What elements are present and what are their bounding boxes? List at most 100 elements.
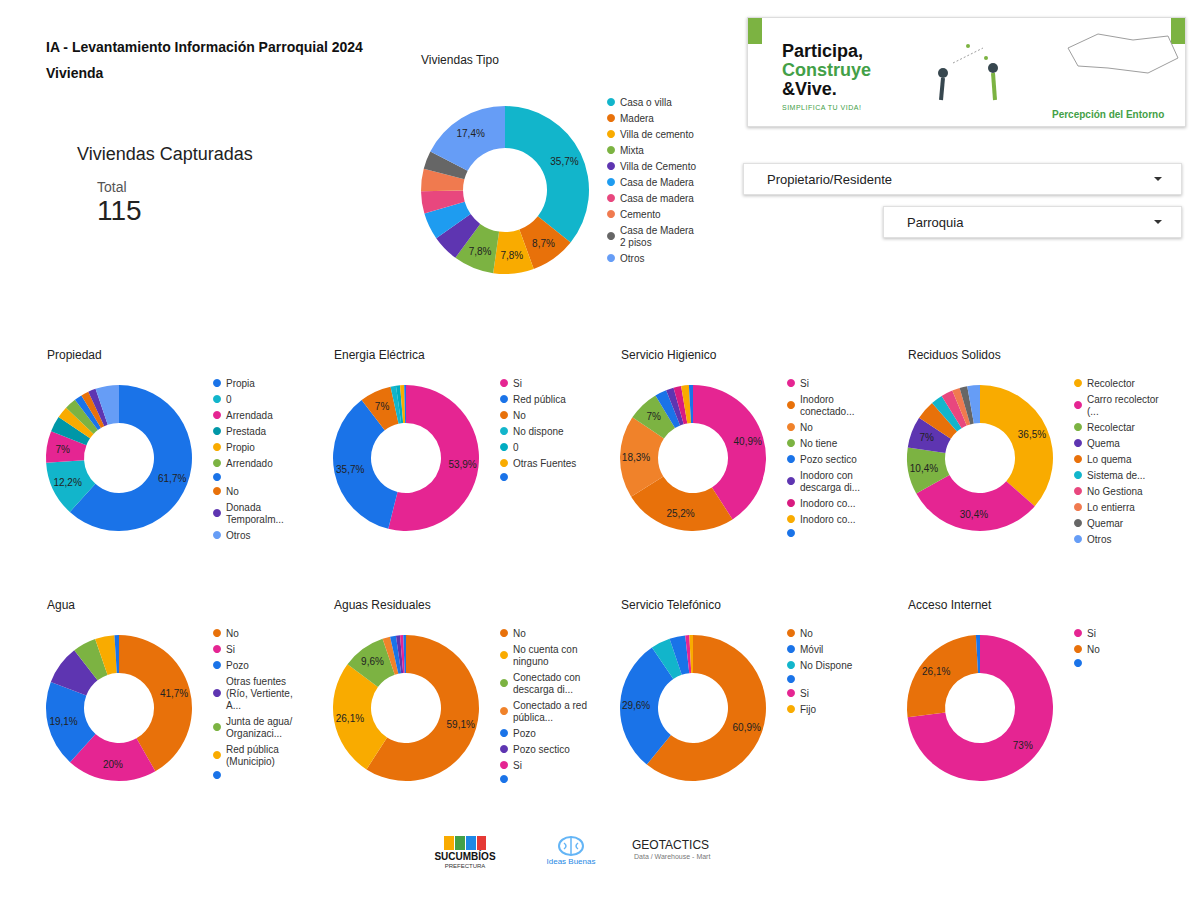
svg-text:17,4%: 17,4% <box>456 128 484 139</box>
svg-text:No dispone: No dispone <box>513 426 564 437</box>
svg-text:61,7%: 61,7% <box>158 473 186 484</box>
svg-text:Si: Si <box>226 644 235 655</box>
svg-text:7%: 7% <box>375 401 390 412</box>
svg-text:(...: (... <box>1087 406 1099 417</box>
svg-text:Móvil: Móvil <box>800 644 823 655</box>
svg-text:Casa de madera: Casa de madera <box>620 193 694 204</box>
svg-text:Casa de Madera: Casa de Madera <box>620 225 697 236</box>
svg-text:35,7%: 35,7% <box>550 156 578 167</box>
svg-text:29,6%: 29,6% <box>622 700 650 711</box>
svg-text:Otras fuentes: Otras fuentes <box>226 676 289 687</box>
svg-text:73%: 73% <box>1013 740 1033 751</box>
svg-text:Arrendada: Arrendada <box>226 410 273 421</box>
svg-text:Si: Si <box>800 688 809 699</box>
svg-text:41,7%: 41,7% <box>160 688 188 699</box>
svg-text:Villa de Cemento: Villa de Cemento <box>620 161 696 172</box>
svg-text:7%: 7% <box>55 444 70 455</box>
svg-text:Aguas Residuales: Aguas Residuales <box>334 598 431 612</box>
svg-text:Organizaci...: Organizaci... <box>226 728 282 739</box>
svg-text:Carro recolector: Carro recolector <box>1087 394 1161 405</box>
svg-text:No Gestiona: No Gestiona <box>1087 486 1143 497</box>
svg-text:26,1%: 26,1% <box>336 713 364 724</box>
svg-text:Propiedad: Propiedad <box>47 348 102 362</box>
svg-text:Si: Si <box>800 378 809 389</box>
svg-text:Viviendas Tipo: Viviendas Tipo <box>421 53 499 67</box>
svg-text:9,6%: 9,6% <box>361 656 384 667</box>
svg-text:Pozo: Pozo <box>513 728 536 739</box>
svg-text:Agua: Agua <box>47 598 75 612</box>
svg-text:7%: 7% <box>646 411 661 422</box>
svg-text:No: No <box>226 628 239 639</box>
svg-text:descarga di...: descarga di... <box>800 482 860 493</box>
svg-text:Sistema de...: Sistema de... <box>1087 470 1145 481</box>
svg-text:Reciduos Solidos: Reciduos Solidos <box>908 348 1001 362</box>
svg-text:No: No <box>1087 644 1100 655</box>
svg-text:No cuenta con: No cuenta con <box>513 644 580 655</box>
svg-text:Casa de Madera: Casa de Madera <box>620 177 694 188</box>
svg-text:descarga di...: descarga di... <box>513 684 573 695</box>
svg-text:Recolector: Recolector <box>1087 378 1135 389</box>
svg-text:Lo entierra: Lo entierra <box>1087 502 1135 513</box>
svg-text:Conectado a red: Conectado a red <box>513 700 590 711</box>
svg-text:Otros: Otros <box>1087 534 1111 545</box>
svg-text:Madera: Madera <box>620 113 654 124</box>
svg-text:Otros: Otros <box>620 253 644 264</box>
svg-text:Propia: Propia <box>226 378 255 389</box>
svg-text:Si: Si <box>513 760 522 771</box>
svg-text:Pozo sectico: Pozo sectico <box>800 454 857 465</box>
svg-text:Si: Si <box>1087 628 1096 639</box>
svg-text:Inodoro co...: Inodoro co... <box>800 498 856 509</box>
svg-text:Fijo: Fijo <box>800 704 817 715</box>
svg-text:Servicio Telefónico: Servicio Telefónico <box>621 598 721 612</box>
svg-text:No tiene: No tiene <box>800 438 838 449</box>
svg-text:Cemento: Cemento <box>620 209 661 220</box>
svg-text:Red pública: Red pública <box>513 394 566 405</box>
svg-text:10,4%: 10,4% <box>910 463 938 474</box>
svg-text:Pozo: Pozo <box>226 660 249 671</box>
svg-text:Villa de cemento: Villa de cemento <box>620 129 694 140</box>
svg-text:18,3%: 18,3% <box>622 452 650 463</box>
svg-text:Otros: Otros <box>226 530 250 541</box>
svg-text:35,7%: 35,7% <box>336 464 364 475</box>
svg-text:30,4%: 30,4% <box>960 509 988 520</box>
svg-text:No: No <box>226 486 239 497</box>
svg-text:Acceso Internet: Acceso Internet <box>908 598 992 612</box>
svg-text:(Municipio): (Municipio) <box>226 756 275 767</box>
svg-text:Lo quema: Lo quema <box>1087 454 1132 465</box>
svg-text:No Dispone: No Dispone <box>800 660 853 671</box>
svg-text:conectado...: conectado... <box>800 406 854 417</box>
svg-text:No: No <box>513 410 526 421</box>
svg-text:No: No <box>513 628 526 639</box>
svg-text:Inodoro co...: Inodoro co... <box>800 514 856 525</box>
svg-text:No: No <box>800 628 813 639</box>
svg-text:60,9%: 60,9% <box>733 722 761 733</box>
svg-text:Recolectar: Recolectar <box>1087 422 1135 433</box>
svg-text:Casa o villa: Casa o villa <box>620 97 672 108</box>
svg-text:12,2%: 12,2% <box>53 477 81 488</box>
svg-text:Propio: Propio <box>226 442 255 453</box>
svg-text:Junta de agua/: Junta de agua/ <box>226 716 295 727</box>
svg-text:7,8%: 7,8% <box>500 250 523 261</box>
svg-text:Prestada: Prestada <box>226 426 266 437</box>
svg-text:Energia Eléctrica: Energia Eléctrica <box>334 348 425 362</box>
svg-text:ninguno: ninguno <box>513 656 549 667</box>
svg-text:7%: 7% <box>920 432 935 443</box>
svg-text:8,7%: 8,7% <box>532 238 555 249</box>
svg-text:53,9%: 53,9% <box>448 459 476 470</box>
svg-text:Mixta: Mixta <box>620 145 644 156</box>
svg-text:26,1%: 26,1% <box>922 666 950 677</box>
svg-text:19,1%: 19,1% <box>49 716 77 727</box>
svg-text:20%: 20% <box>103 759 123 770</box>
svg-text:No: No <box>800 422 813 433</box>
svg-text:Donada: Donada <box>226 502 264 513</box>
svg-text:Otras Fuentes: Otras Fuentes <box>513 458 576 469</box>
svg-text:Conectado con: Conectado con <box>513 672 583 683</box>
svg-text:Si: Si <box>513 378 522 389</box>
svg-text:(Río, Vertiente,: (Río, Vertiente, <box>226 688 295 699</box>
svg-text:A...: A... <box>226 700 241 711</box>
svg-text:40,9%: 40,9% <box>734 436 762 447</box>
svg-text:Arrendado: Arrendado <box>226 458 273 469</box>
svg-text:59,1%: 59,1% <box>447 719 475 730</box>
svg-text:Red pública: Red pública <box>226 744 282 755</box>
svg-text:2 pisos: 2 pisos <box>620 237 652 248</box>
